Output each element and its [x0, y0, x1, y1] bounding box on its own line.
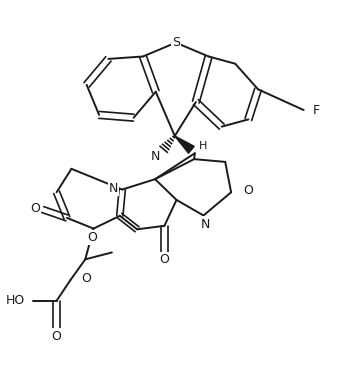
Text: O: O — [52, 330, 62, 343]
Text: O: O — [243, 184, 253, 197]
Text: O: O — [160, 253, 169, 266]
Text: O: O — [87, 231, 97, 244]
Polygon shape — [175, 136, 194, 153]
Text: O: O — [82, 272, 91, 285]
Text: N: N — [109, 182, 118, 195]
Text: O: O — [30, 202, 40, 215]
Text: HO: HO — [6, 295, 26, 307]
Text: N: N — [201, 218, 210, 230]
Text: N: N — [150, 150, 160, 163]
Text: H: H — [199, 141, 208, 151]
Text: F: F — [312, 103, 320, 117]
Text: S: S — [172, 36, 180, 49]
